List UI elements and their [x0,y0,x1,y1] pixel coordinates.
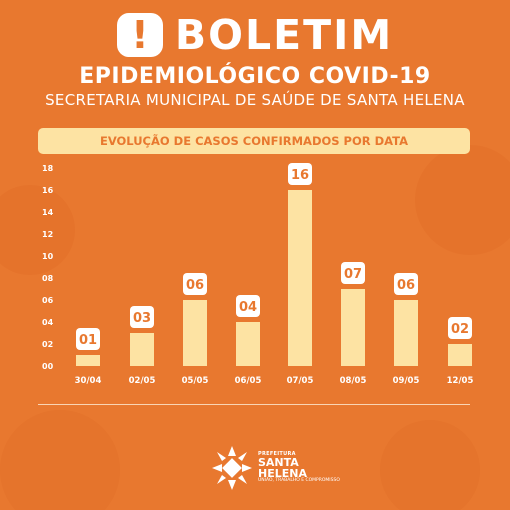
x-tick-label: 06/05 [235,376,262,386]
x-tick-label: 07/05 [287,376,314,386]
bar-08-05 [341,289,365,366]
bar-05-05 [183,300,207,366]
x-tick-label: 12/05 [447,376,474,386]
data-label: 01 [79,333,97,348]
logo-line1: PREFEITURA [258,451,296,458]
data-label-box [341,262,365,284]
x-tick-label: 09/05 [393,376,420,386]
sun-logo-icon [212,446,252,490]
secretaria-label: SECRETARIA MUNICIPAL DE SAÚDE DE SANTA H… [45,91,465,109]
x-tick-label: 08/05 [340,376,367,386]
y-tick-label: 04 [42,318,54,327]
bar-09-05 [394,300,418,366]
data-label-box [183,273,207,295]
data-label: 04 [239,300,257,315]
data-label: 16 [291,168,309,183]
data-label-box [130,306,154,328]
y-tick-label: 02 [42,340,53,349]
y-tick-label: 06 [42,296,54,305]
data-label: 07 [344,267,362,282]
bar-07-05 [288,190,312,366]
data-label: 02 [451,322,469,337]
y-tick-label: 14 [42,208,54,217]
y-tick-label: 16 [42,186,54,195]
data-label-box [288,163,312,185]
page-subtitle: EPIDEMIOLÓGICO COVID-19 [79,64,431,89]
data-label: 06 [397,278,415,293]
y-tick-label: 18 [42,164,54,173]
x-tick-label: 05/05 [182,376,209,386]
chart-heading: EVOLUÇÃO DE CASOS CONFIRMADOS POR DATA [38,128,470,154]
logo-line3: HELENA [258,467,307,481]
y-tick-label: 08 [42,274,54,283]
x-tick-label: 02/05 [129,376,156,386]
y-tick-label: 12 [42,230,53,239]
data-label: 06 [186,278,204,293]
exclamation-icon: ! [116,13,163,57]
bar-06-05 [236,322,260,366]
bar-12-05 [448,344,472,366]
y-tick-label: 00 [42,362,54,371]
data-label: 03 [133,311,151,326]
y-tick-label: 10 [42,252,54,261]
bar-30-04 [76,355,100,366]
x-tick-label: 30/04 [75,376,102,386]
page-title: BOLETIM [174,11,394,59]
logo-line4: UNIÃO, TRABALHO E COMPROMISSO [258,478,340,484]
data-label-box [76,328,100,350]
data-label-box [448,317,472,339]
data-label-box [236,295,260,317]
logo-line2: SANTA [258,456,299,470]
title-row: ! BOLETIM [0,10,510,60]
data-label-box [394,273,418,295]
bar-02-05 [130,333,154,366]
divider [38,404,470,405]
prefeitura-logo: PREFEITURA SANTA HELENA UNIÃO, TRABALHO … [212,446,340,490]
